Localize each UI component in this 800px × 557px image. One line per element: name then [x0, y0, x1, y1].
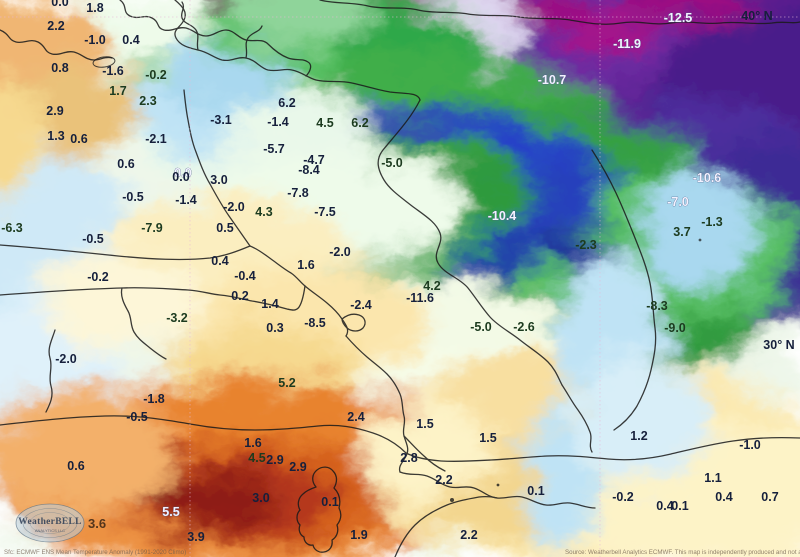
svg-text:-8.4: -8.4 — [298, 163, 320, 177]
svg-text:0.6: 0.6 — [67, 459, 84, 473]
svg-text:-1.3: -1.3 — [701, 215, 723, 229]
svg-text:-0.5: -0.5 — [126, 410, 148, 424]
svg-text:-2.3: -2.3 — [575, 238, 597, 252]
svg-text:2.9: 2.9 — [46, 104, 63, 118]
svg-text:0.1: 0.1 — [321, 495, 338, 509]
svg-text:4.3: 4.3 — [255, 205, 272, 219]
svg-text:5.5: 5.5 — [162, 505, 179, 519]
svg-text:3.0: 3.0 — [252, 491, 269, 505]
svg-text:-2.0: -2.0 — [55, 352, 77, 366]
svg-text:1.8: 1.8 — [86, 1, 103, 15]
svg-text:1.1: 1.1 — [704, 471, 721, 485]
svg-text:-2.4: -2.4 — [350, 298, 372, 312]
svg-text:2.2: 2.2 — [435, 473, 452, 487]
svg-text:3.6: 3.6 — [88, 516, 106, 531]
svg-text:2.2: 2.2 — [460, 528, 477, 542]
svg-text:6.2: 6.2 — [351, 116, 368, 130]
svg-text:-11.9: -11.9 — [613, 37, 641, 51]
svg-text:0.6: 0.6 — [117, 157, 134, 171]
svg-text:1.5: 1.5 — [416, 417, 433, 431]
svg-text:-10.7: -10.7 — [538, 73, 567, 87]
svg-text:-1.4: -1.4 — [267, 115, 289, 129]
svg-text:0.7: 0.7 — [761, 490, 778, 504]
svg-text:0.0: 0.0 — [51, 0, 68, 9]
svg-text:-7.0: -7.0 — [667, 195, 689, 209]
svg-text:30° N: 30° N — [763, 338, 794, 352]
svg-text:0.4: 0.4 — [122, 33, 139, 47]
svg-text:0.0: 0.0 — [172, 170, 189, 184]
svg-text:-5.0: -5.0 — [470, 320, 492, 334]
svg-text:2.2: 2.2 — [47, 19, 64, 33]
svg-text:1.4: 1.4 — [261, 297, 278, 311]
svg-text:0.4: 0.4 — [715, 490, 732, 504]
svg-text:-2.1: -2.1 — [145, 132, 167, 146]
svg-text:-6.3: -6.3 — [1, 221, 23, 235]
svg-text:2.9: 2.9 — [266, 453, 283, 467]
svg-text:0.4: 0.4 — [211, 254, 228, 268]
svg-text:4.5: 4.5 — [316, 116, 333, 130]
svg-text:1.9: 1.9 — [350, 528, 367, 542]
svg-text:-12.5: -12.5 — [664, 11, 693, 25]
svg-text:WeatherBELL: WeatherBELL — [18, 517, 81, 527]
svg-text:2.8: 2.8 — [400, 451, 417, 465]
svg-text:40° N: 40° N — [741, 9, 772, 23]
svg-text:2.3: 2.3 — [139, 94, 156, 108]
svg-text:0.2: 0.2 — [231, 289, 248, 303]
svg-text:4.5: 4.5 — [248, 451, 265, 465]
svg-text:-1.0: -1.0 — [84, 33, 106, 47]
svg-text:-7.9: -7.9 — [141, 221, 163, 235]
svg-text:3.7: 3.7 — [673, 225, 690, 239]
svg-text:-5.0: -5.0 — [381, 156, 403, 170]
svg-text:Sfc: ECMWF ENS Mean Temperatur: Sfc: ECMWF ENS Mean Temperature Anomaly … — [4, 549, 186, 556]
svg-text:-3.2: -3.2 — [166, 311, 188, 325]
svg-text:-0.5: -0.5 — [122, 190, 144, 204]
svg-text:0.8: 0.8 — [51, 61, 68, 75]
svg-text:-9.0: -9.0 — [664, 321, 686, 335]
svg-text:3.9: 3.9 — [187, 530, 204, 544]
svg-text:-1.0: -1.0 — [739, 438, 761, 452]
svg-text:-8.3: -8.3 — [646, 299, 668, 313]
svg-text:1.7: 1.7 — [109, 84, 126, 98]
svg-text:-0.5: -0.5 — [82, 232, 104, 246]
svg-text:1.6: 1.6 — [297, 258, 314, 272]
svg-text:ANALYTICS LLC: ANALYTICS LLC — [35, 528, 65, 533]
svg-text:-11.6: -11.6 — [406, 291, 434, 305]
svg-text:-2.6: -2.6 — [513, 320, 535, 334]
svg-text:1.6: 1.6 — [244, 436, 261, 450]
svg-text:-1.6: -1.6 — [102, 64, 124, 78]
svg-text:0.5: 0.5 — [216, 221, 233, 235]
svg-text:-0.2: -0.2 — [87, 270, 109, 284]
svg-text:5.2: 5.2 — [278, 376, 295, 390]
svg-text:-2.0: -2.0 — [329, 245, 351, 259]
svg-text:-10.6: -10.6 — [693, 171, 722, 185]
svg-text:1.3: 1.3 — [47, 129, 64, 143]
svg-text:-8.5: -8.5 — [304, 316, 326, 330]
svg-text:6.2: 6.2 — [278, 96, 295, 110]
svg-text:-0.4: -0.4 — [234, 269, 256, 283]
svg-text:2.9: 2.9 — [289, 460, 306, 474]
svg-text:0.6: 0.6 — [70, 132, 87, 146]
svg-text:-2.0: -2.0 — [223, 200, 245, 214]
svg-text:-7.5: -7.5 — [314, 205, 336, 219]
svg-text:0.3: 0.3 — [266, 321, 283, 335]
svg-text:0.1: 0.1 — [527, 484, 544, 498]
svg-text:-5.7: -5.7 — [263, 142, 285, 156]
svg-text:2.4: 2.4 — [347, 410, 364, 424]
svg-text:-0.2: -0.2 — [145, 68, 167, 82]
svg-text:0.1: 0.1 — [671, 499, 688, 513]
svg-text:-7.8: -7.8 — [287, 186, 309, 200]
svg-text:1.5: 1.5 — [479, 431, 496, 445]
svg-text:Source: Weatherbell Analytics: Source: Weatherbell Analytics ECMWF. Thi… — [565, 549, 800, 556]
svg-text:3.0: 3.0 — [210, 173, 227, 187]
svg-text:-0.2: -0.2 — [612, 490, 634, 504]
svg-text:1.2: 1.2 — [630, 429, 647, 443]
svg-text:-10.4: -10.4 — [488, 209, 517, 223]
svg-text:-1.4: -1.4 — [175, 193, 197, 207]
svg-text:-3.1: -3.1 — [210, 113, 232, 127]
svg-text:-1.8: -1.8 — [143, 392, 165, 406]
